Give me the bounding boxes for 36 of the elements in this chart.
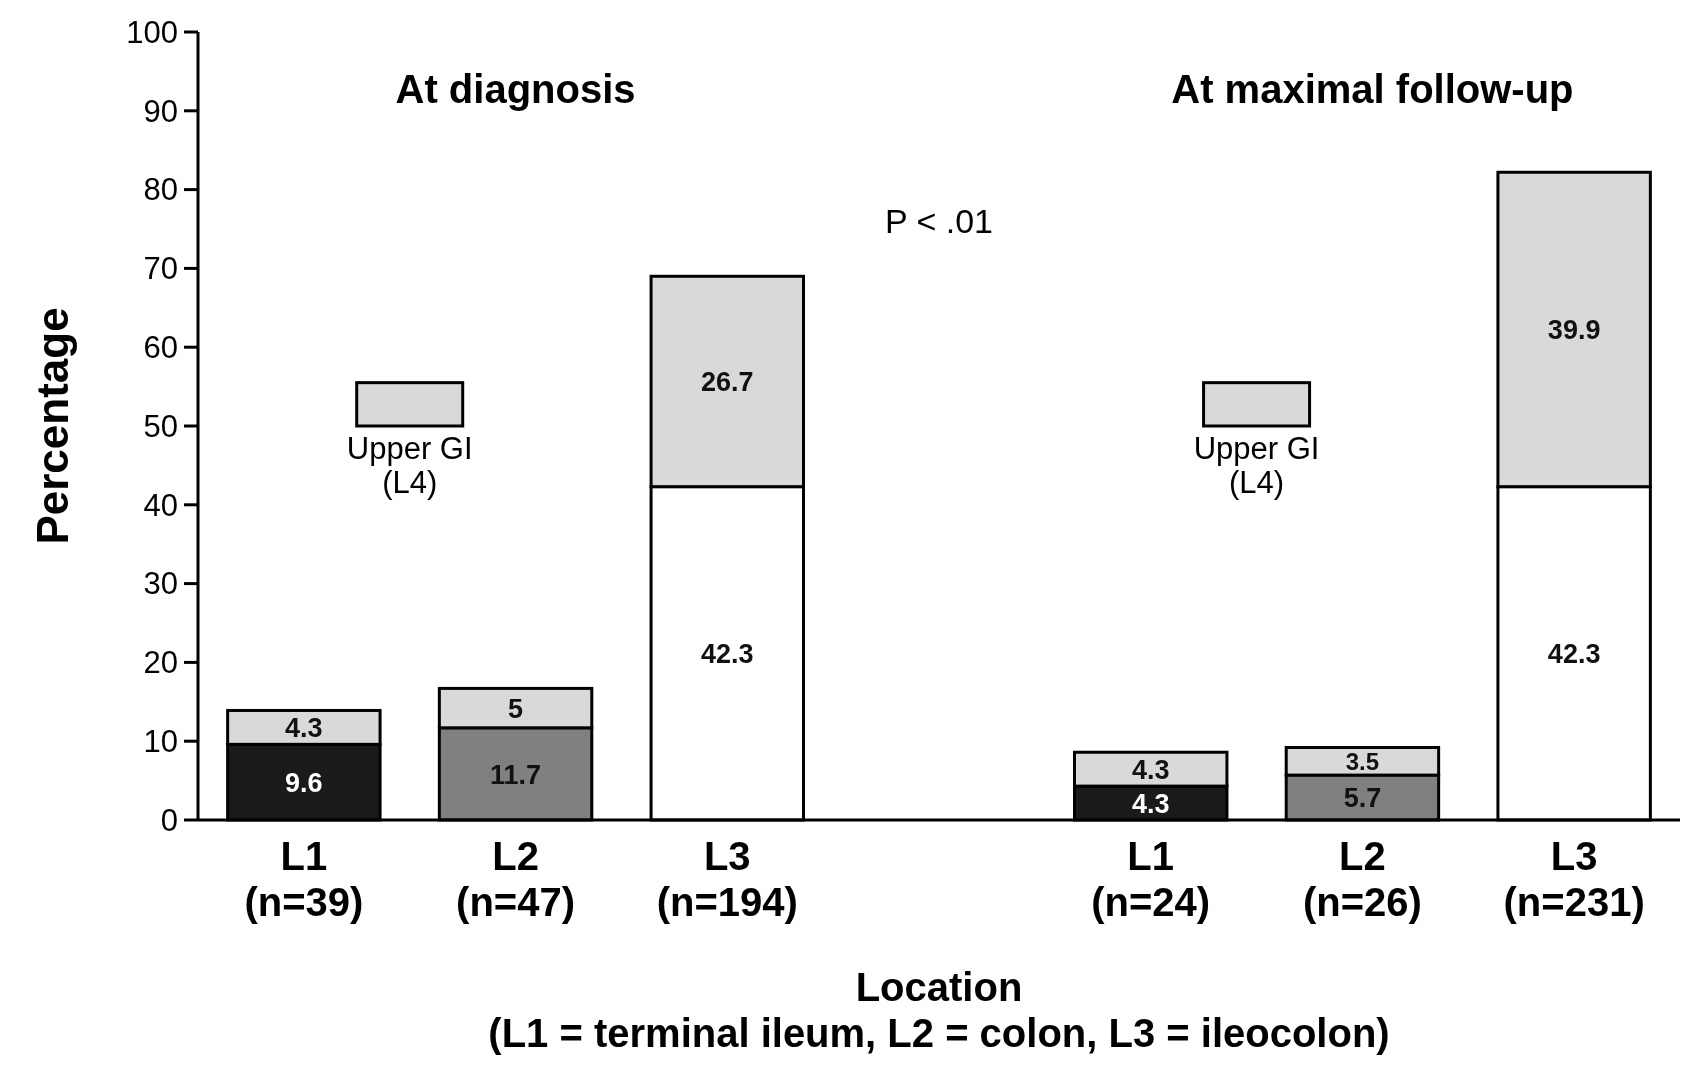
legend-key: Upper GI (L4) — [1193, 381, 1320, 500]
data-label: 39.9 — [1547, 315, 1601, 346]
x-tick-label: L2 (n=47) — [456, 834, 576, 924]
y-tick-label: 50 — [143, 408, 178, 444]
y-tick-label: 10 — [143, 724, 178, 760]
annotation: P < .01 — [884, 202, 994, 240]
x-axis-title: Location (L1 = terminal ileum, L2 = colon, L3 = ileocolon) — [488, 965, 1390, 1055]
y-tick-label: 60 — [143, 330, 178, 366]
data-label: 9.6 — [285, 767, 323, 798]
y-tick-label: 30 — [143, 566, 178, 602]
y-tick-label: 70 — [143, 251, 178, 287]
y-tick-label: 80 — [143, 172, 178, 208]
x-tick-label: L2 (n=26) — [1302, 834, 1422, 924]
y-tick-label: 0 — [160, 802, 178, 838]
data-label: 3.5 — [1345, 747, 1380, 775]
data-label: 5.7 — [1343, 783, 1382, 814]
y-tick-label: 20 — [143, 645, 178, 681]
legend-label: Upper GI (L4) — [346, 430, 473, 500]
y-tick-label: 100 — [126, 14, 178, 50]
data-label: 4.3 — [285, 713, 323, 744]
x-tick-label: L3 (n=194) — [656, 834, 798, 924]
x-tick-label: L1 (n=24) — [1091, 834, 1211, 924]
data-label: 42.3 — [1547, 639, 1601, 670]
annotation: At diagnosis — [395, 67, 636, 111]
x-tick-label: L1 (n=39) — [244, 834, 364, 924]
data-label: 5 — [508, 693, 524, 724]
data-label: 4.3 — [1131, 754, 1170, 785]
x-tick-label: L3 (n=231) — [1503, 834, 1645, 924]
data-label: 4.3 — [1131, 788, 1170, 819]
data-label: 26.7 — [701, 367, 754, 398]
data-label: 11.7 — [490, 759, 542, 790]
y-tick-label: 90 — [143, 93, 178, 129]
y-tick-label: 40 — [143, 487, 178, 523]
data-label: 42.3 — [701, 639, 754, 670]
annotation: At maximal follow-up — [1171, 67, 1574, 111]
y-axis-title: Percentage — [28, 307, 77, 545]
